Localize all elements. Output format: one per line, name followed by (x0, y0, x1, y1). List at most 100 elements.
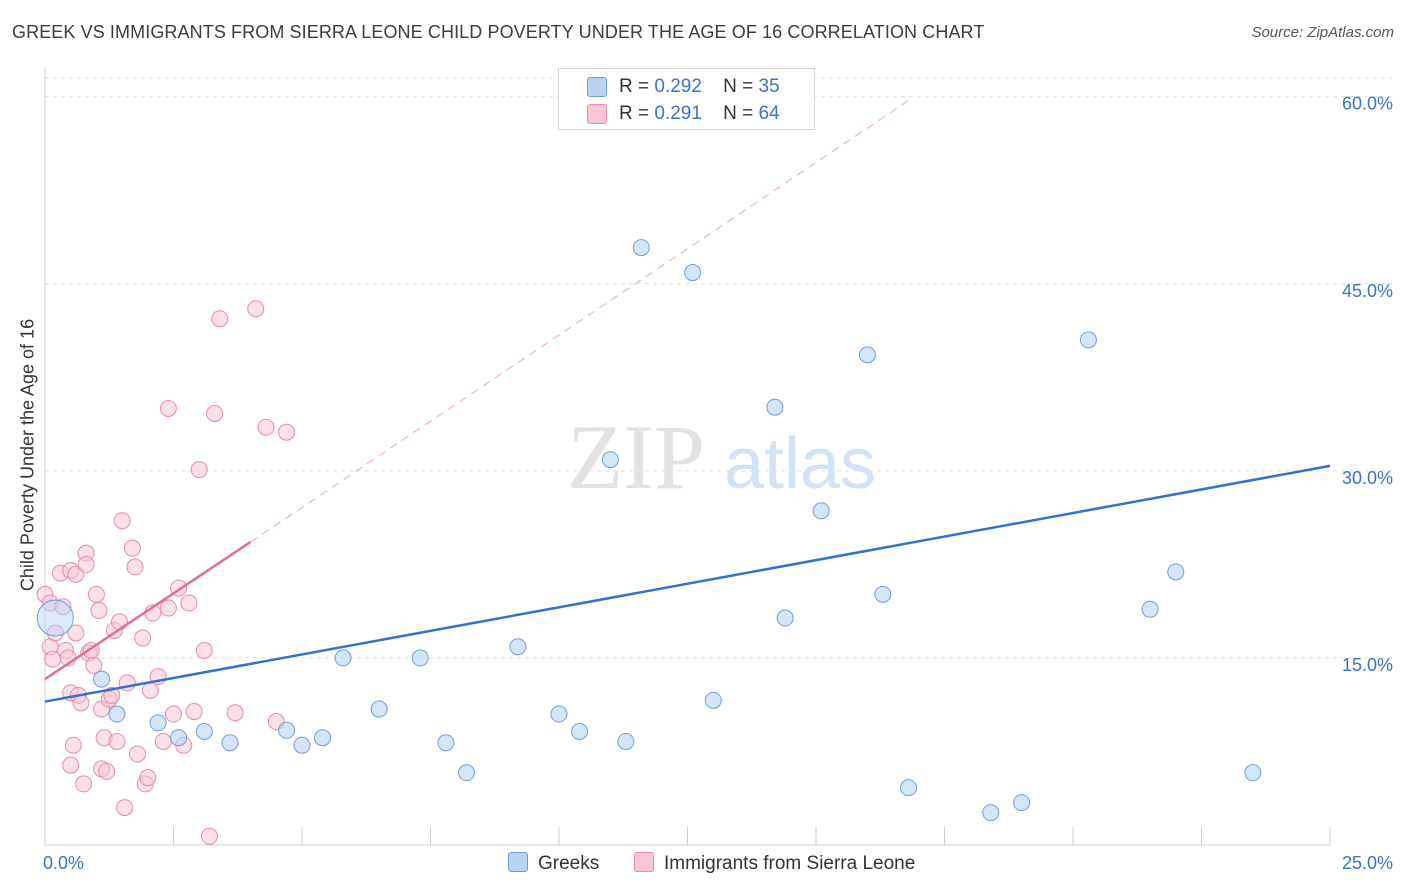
legend-sierra-n-value: 64 (758, 103, 780, 124)
legend-greeks-n-label: N = (723, 76, 754, 97)
sierra-leone-point-38 (126, 558, 144, 576)
greeks-point-14 (457, 764, 475, 782)
greeks-point-32 (1141, 600, 1159, 618)
sierra-leone-point-57 (211, 310, 229, 328)
sierra-leone-point-48 (165, 705, 182, 723)
bottom-legend-swatch-sierra-leone (634, 852, 654, 872)
bottom-legend-label-sierra-leone: Immigrants from Sierra Leone (664, 853, 916, 874)
bottom-legend-sierra-leone: Immigrants from Sierra Leone (634, 852, 915, 875)
greeks-point-9 (314, 729, 332, 747)
greeks-point-23 (766, 398, 784, 416)
sierra-leone-point-28 (98, 762, 116, 780)
greeks-point-24 (776, 609, 794, 627)
sierra-leone-point-39 (129, 745, 147, 763)
watermark-atlas: atlas (724, 424, 876, 504)
sierra-leone-point-52 (185, 703, 203, 721)
series-greeks-points (36, 239, 1262, 822)
sierra-leone-point-24 (90, 602, 108, 620)
x-tick-label-1: 25.0% (1342, 853, 1393, 873)
sierra-leone-point-23 (87, 585, 105, 603)
correlation-legend: R = 0.292 N = 35 R = 0.291 N = 64 (558, 68, 815, 130)
trend-line-sierra-leone-1 (44, 540, 252, 681)
axis-layer (44, 68, 1331, 846)
legend-swatch-sierra-leone (587, 104, 607, 124)
greeks-point-26 (858, 346, 876, 364)
greeks-point-33 (1167, 563, 1185, 581)
sierra-leone-point-32 (108, 732, 126, 750)
bottom-legend-greeks: Greeks (508, 852, 599, 875)
greeks-point-0 (36, 599, 74, 637)
greeks-point-8 (293, 736, 311, 754)
tick-labels: 15.0% 30.0% 45.0% 60.0% 0.0% 25.0% (43, 94, 1393, 873)
sierra-leone-point-60 (257, 418, 275, 436)
sierra-leone-point-33 (111, 613, 129, 631)
greeks-point-20 (632, 239, 650, 257)
greeks-point-1 (93, 670, 111, 688)
bottom-legend-label-greeks: Greeks (538, 853, 600, 874)
greeks-point-17 (571, 723, 589, 741)
sierra-leone-point-34 (113, 512, 131, 530)
greeks-point-2 (108, 705, 126, 723)
greeks-point-18 (601, 451, 619, 469)
y-tick-label-2: 45.0% (1342, 281, 1393, 301)
sierra-leone-point-54 (195, 641, 213, 659)
sierra-leone-point-56 (206, 404, 224, 422)
trend-line-sierra-leone-2 (250, 100, 909, 543)
greeks-point-12 (411, 649, 429, 667)
greeks-point-3 (149, 714, 167, 732)
sierra-leone-point-19 (77, 555, 95, 573)
legend-greeks-n-value: 35 (758, 76, 780, 97)
legend-greeks-r-value: 0.292 (654, 76, 702, 97)
trend-line-greeks-0 (44, 464, 1331, 703)
greeks-point-22 (704, 691, 722, 709)
greeks-point-16 (550, 705, 568, 723)
greeks-point-25 (812, 502, 830, 520)
sierra-leone-point-35 (116, 799, 134, 817)
legend-swatch-greeks (587, 77, 607, 97)
trend-lines (44, 100, 1331, 703)
y-axis-label: Child Poverty Under the Age of 16 (17, 318, 38, 592)
sierra-leone-point-55 (200, 827, 218, 845)
sierra-leone-point-37 (123, 539, 141, 557)
x-tick-label-0: 0.0% (43, 853, 84, 873)
y-tick-label-0: 15.0% (1342, 655, 1393, 675)
sierra-leone-point-22 (85, 656, 103, 674)
sierra-leone-point-62 (278, 423, 296, 441)
greeks-point-27 (874, 585, 892, 603)
greeks-point-15 (509, 638, 527, 656)
sierra-leone-point-40 (134, 629, 152, 647)
greeks-point-29 (982, 804, 1000, 822)
sierra-leone-point-63 (159, 599, 177, 617)
chart-title: GREEK VS IMMIGRANTS FROM SIERRA LEONE CH… (12, 22, 985, 42)
greeks-point-34 (1244, 764, 1262, 782)
y-tick-label-3: 60.0% (1342, 94, 1393, 114)
greeks-point-31 (1079, 331, 1097, 349)
legend-sierra-r-label: R = (619, 103, 650, 124)
sierra-leone-point-14 (67, 624, 85, 642)
legend-sierra-r-value: 0.291 (654, 103, 702, 124)
sierra-leone-point-51 (180, 594, 198, 612)
greeks-point-28 (900, 779, 918, 797)
grid-layer (45, 77, 1392, 659)
greeks-point-4 (170, 729, 188, 747)
watermark: ZIP atlas (567, 406, 876, 508)
greeks-point-10 (334, 649, 352, 667)
sierra-leone-point-13 (67, 565, 85, 583)
greeks-point-7 (278, 721, 296, 739)
sierra-leone-point-53 (190, 461, 208, 479)
greeks-point-19 (617, 732, 635, 750)
greeks-point-5 (195, 723, 213, 741)
y-tick-label-1: 30.0% (1342, 468, 1393, 488)
sierra-leone-point-59 (247, 300, 265, 318)
sierra-leone-point-12 (64, 736, 82, 754)
sierra-leone-point-47 (159, 399, 177, 417)
sierra-leone-point-42 (139, 769, 157, 787)
source-attribution: Source: ZipAtlas.com (1251, 24, 1394, 41)
legend-sierra-n-label: N = (723, 103, 754, 124)
sierra-leone-point-30 (103, 686, 121, 704)
sierra-leone-point-17 (75, 775, 93, 793)
bottom-legend-swatch-greeks (508, 852, 528, 872)
greeks-point-21 (684, 264, 702, 282)
watermark-zip: ZIP (567, 406, 705, 508)
